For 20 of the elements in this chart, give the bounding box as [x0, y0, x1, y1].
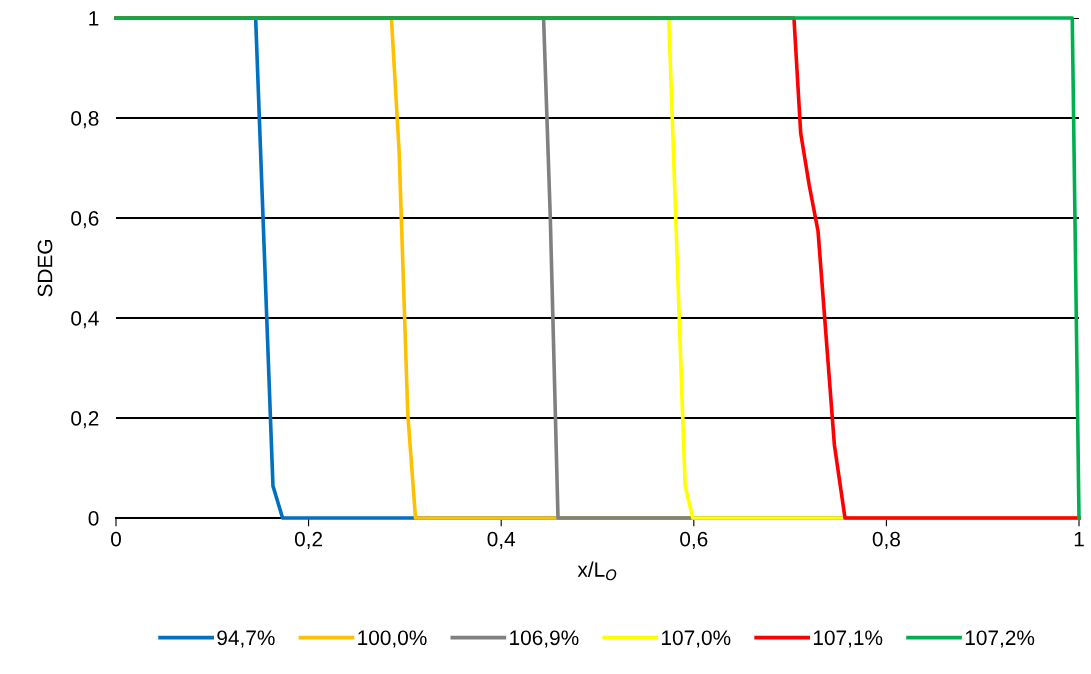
legend-label: 107,0%	[662, 630, 731, 648]
x-axis-title: x/L$_{O}$	[577, 561, 617, 581]
y-tick-label: 0,4	[71, 311, 99, 329]
legend-label: 107,1%	[813, 630, 883, 648]
legend-label: 100,0%	[358, 630, 427, 648]
x-tick-label: 0,8	[872, 531, 900, 549]
x-tick-label: 0	[111, 531, 121, 547]
x-tick-label: 0,2	[294, 531, 323, 549]
x-tick-label: 1	[1074, 531, 1084, 547]
y-tick-label: 0	[88, 511, 99, 526]
y-tick-label: 0,6	[71, 211, 99, 229]
y-tick-label: 1	[89, 11, 99, 26]
legend-label: 107,2%	[965, 630, 1035, 648]
y-tick-label: 0,8	[71, 111, 99, 129]
y-tick-label: 0,2	[71, 411, 99, 429]
x-tick-label: 0,4	[487, 531, 516, 549]
x-tick-label: 0,6	[680, 531, 708, 549]
legend-label: 106,9%	[510, 630, 579, 648]
legend-label: 94,7%	[217, 630, 275, 648]
y-axis-title: SDEG	[37, 240, 53, 297]
